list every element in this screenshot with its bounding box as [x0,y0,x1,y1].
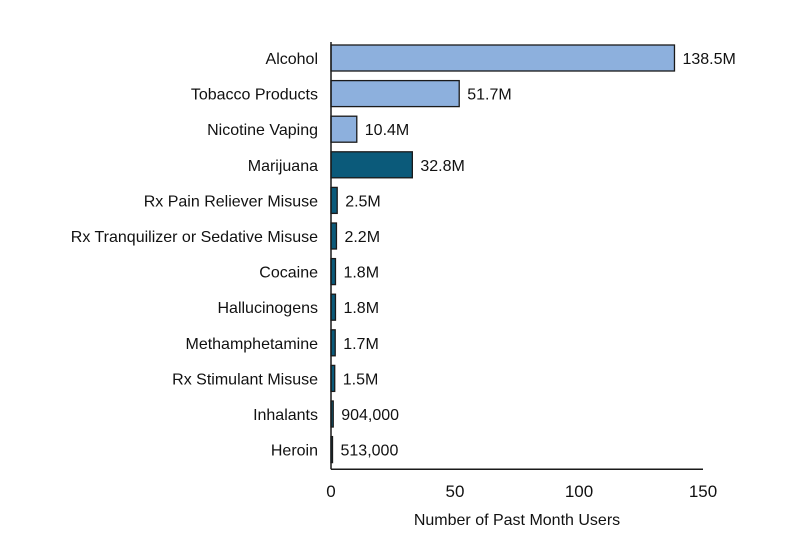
x-axis-label: Number of Past Month Users [414,512,620,529]
category-label: Rx Tranquilizer or Sedative Misuse [71,229,318,246]
value-label: 1.7M [343,336,379,353]
bar [330,222,338,250]
value-labels: 138.5M 51.7M 10.4M 32.8M 2.5M 2.2M 1.8M 1.8M 1.7… [341,51,736,460]
bar [330,79,460,108]
category-label: Rx Stimulant Misuse [172,371,318,388]
bar [330,151,413,179]
x-tick-labels: 0 50 100 150 [326,482,717,501]
x-tick-label: 50 [446,482,465,501]
bar [330,115,358,143]
category-label: Alcohol [266,51,318,68]
bar [330,186,338,215]
value-label: 138.5M [682,51,735,68]
category-label: Nicotine Vaping [207,122,318,139]
x-tick-label: 150 [689,482,717,501]
category-labels: Alcohol Tobacco Products Nicotine Vaping Ma… [71,51,318,460]
category-label: Inhalants [253,407,318,424]
bar [330,44,676,72]
category-label: Hallucinogens [217,300,318,317]
value-label: 513,000 [341,443,399,460]
x-tick-label: 0 [326,482,335,501]
value-label: 2.2M [344,229,380,246]
value-label: 51.7M [467,87,511,104]
category-label: Methamphetamine [185,336,318,353]
value-label: 10.4M [365,122,409,139]
category-label: Tobacco Products [191,87,318,104]
category-label: Heroin [271,443,318,460]
value-label: 1.8M [343,265,379,282]
value-label: 32.8M [420,158,464,175]
category-label: Rx Pain Reliever Misuse [144,193,318,210]
value-label: 1.5M [343,371,379,388]
value-label: 2.5M [345,193,381,210]
category-label: Cocaine [259,265,318,282]
category-label: Marijuana [248,158,318,175]
value-label: 1.8M [343,300,379,317]
bars-group [330,44,676,464]
x-tick-label: 100 [565,482,593,501]
value-label: 904,000 [341,407,399,424]
